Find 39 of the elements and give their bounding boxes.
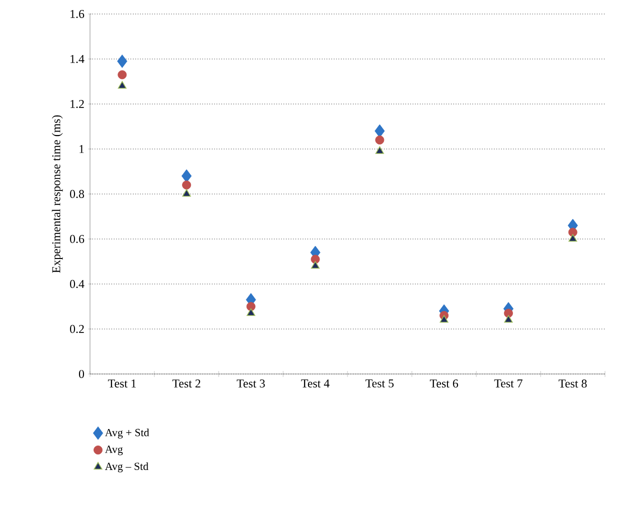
point (311, 261, 320, 269)
x-tick-label: Test 8 (558, 379, 587, 388)
point (182, 189, 191, 197)
x-tick-label: Test 3 (236, 379, 265, 388)
x-tick-label: Test 6 (430, 379, 458, 388)
y-tick-label: 1.6 (70, 10, 84, 18)
point (568, 234, 578, 242)
y-tick-label: 1.2 (70, 100, 84, 108)
point (246, 308, 256, 316)
legend-label: Avg + Std (105, 428, 150, 439)
point (246, 302, 256, 311)
point (118, 70, 127, 80)
y-tick-label: 0.2 (70, 324, 84, 334)
point (440, 315, 448, 323)
y-tick-label: 0 (78, 370, 84, 378)
point (375, 136, 384, 144)
y-tick-label: 1.4 (70, 54, 84, 64)
point (310, 254, 320, 264)
point (118, 81, 126, 89)
x-tick-label: Test 5 (366, 380, 394, 388)
y-axis-title: Experimental response time (ms) (52, 115, 63, 273)
x-tick-label: Test 4 (301, 379, 330, 388)
point (182, 169, 192, 183)
x-tick-label: Test 1 (108, 380, 136, 388)
legend-label: Avg (105, 446, 123, 456)
y-tick-label: 0.8 (70, 190, 84, 198)
y-tick-label: 1 (80, 145, 84, 153)
x-tick-label: Test 7 (494, 380, 522, 388)
point (117, 54, 128, 68)
y-tick-label: 0.4 (70, 280, 84, 288)
point (375, 146, 384, 154)
point (182, 180, 192, 190)
legend-label: Avg – Std (105, 462, 148, 472)
point (504, 315, 513, 323)
point (504, 308, 513, 318)
point (374, 124, 385, 138)
y-tick-label: 0.6 (70, 234, 84, 244)
point (568, 228, 578, 237)
x-tick-label: Test 2 (172, 379, 200, 388)
